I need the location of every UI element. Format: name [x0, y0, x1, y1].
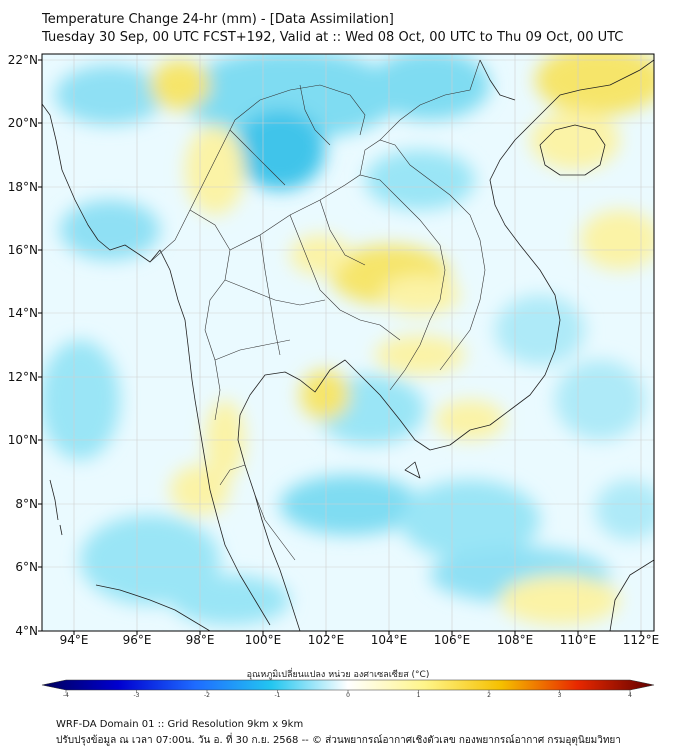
- lat-label-20: 20°N: [7, 116, 38, 130]
- colorbar-tick-label: 1: [416, 692, 421, 699]
- lon-label-106: 106°E: [433, 633, 471, 647]
- lon-label-96: 96°E: [122, 633, 152, 647]
- colorbar-tick-label: 3: [557, 692, 562, 699]
- chart-title: Temperature Change 24-hr (mm) - [Data As…: [42, 12, 394, 27]
- lat-label-6: 6°N: [15, 560, 38, 574]
- colorbar-tick-label: -3: [133, 692, 140, 699]
- lat-label-14: 14°N: [7, 306, 38, 320]
- lat-label-10: 10°N: [7, 433, 38, 447]
- lon-label-94: 94°E: [59, 633, 89, 647]
- lon-label-102: 102°E: [307, 633, 345, 647]
- lat-label-8: 8°N: [15, 497, 38, 511]
- temperature-field: [42, 54, 654, 625]
- lon-label-98: 98°E: [185, 633, 215, 647]
- lat-label-18: 18°N: [7, 180, 38, 194]
- coastlines: [42, 59, 654, 631]
- lat-label-12: 12°N: [7, 370, 38, 384]
- colorbar-body: [41, 679, 655, 691]
- footer-credit: ปรับปรุงข้อมูล ณ เวลา 07:00น. วัน อ. ที่…: [56, 735, 621, 746]
- lat-label-22: 22°N: [7, 53, 38, 67]
- lon-label-110: 110°E: [559, 633, 597, 647]
- map-field: [42, 54, 654, 631]
- axis-ticks: [38, 59, 642, 635]
- lat-label-4: 4°N: [15, 624, 38, 638]
- lon-label-104: 104°E: [370, 633, 408, 647]
- lat-label-16: 16°N: [7, 243, 38, 257]
- footer-model-info: WRF-DA Domain 01 :: Grid Resolution 9km …: [56, 719, 304, 730]
- colorbar-tick-label: 0: [346, 692, 350, 699]
- colorbar-tick-label: 2: [487, 692, 491, 699]
- borders: [149, 59, 486, 561]
- lon-label-100: 100°E: [244, 633, 282, 647]
- lon-label-112: 112°E: [622, 633, 660, 647]
- colorbar-title: อุณหภูมิเปลี่ยนแปลง หน่วย องศาเซลเซียส (…: [246, 670, 430, 680]
- colorbar-tick-label: -2: [204, 692, 210, 699]
- colorbar-ticks: [65, 690, 631, 693]
- chart-subtitle: Tuesday 30 Sep, 00 UTC FCST+192, Valid a…: [42, 30, 624, 45]
- colorbar-tick-label: -1: [274, 692, 281, 699]
- colorbar: [41, 679, 655, 693]
- colorbar-tick-label: -4: [63, 692, 69, 699]
- graticule: [42, 54, 654, 631]
- colorbar-tick-label: 4: [628, 692, 632, 699]
- lon-label-108: 108°E: [496, 633, 534, 647]
- map-frame: [41, 53, 655, 632]
